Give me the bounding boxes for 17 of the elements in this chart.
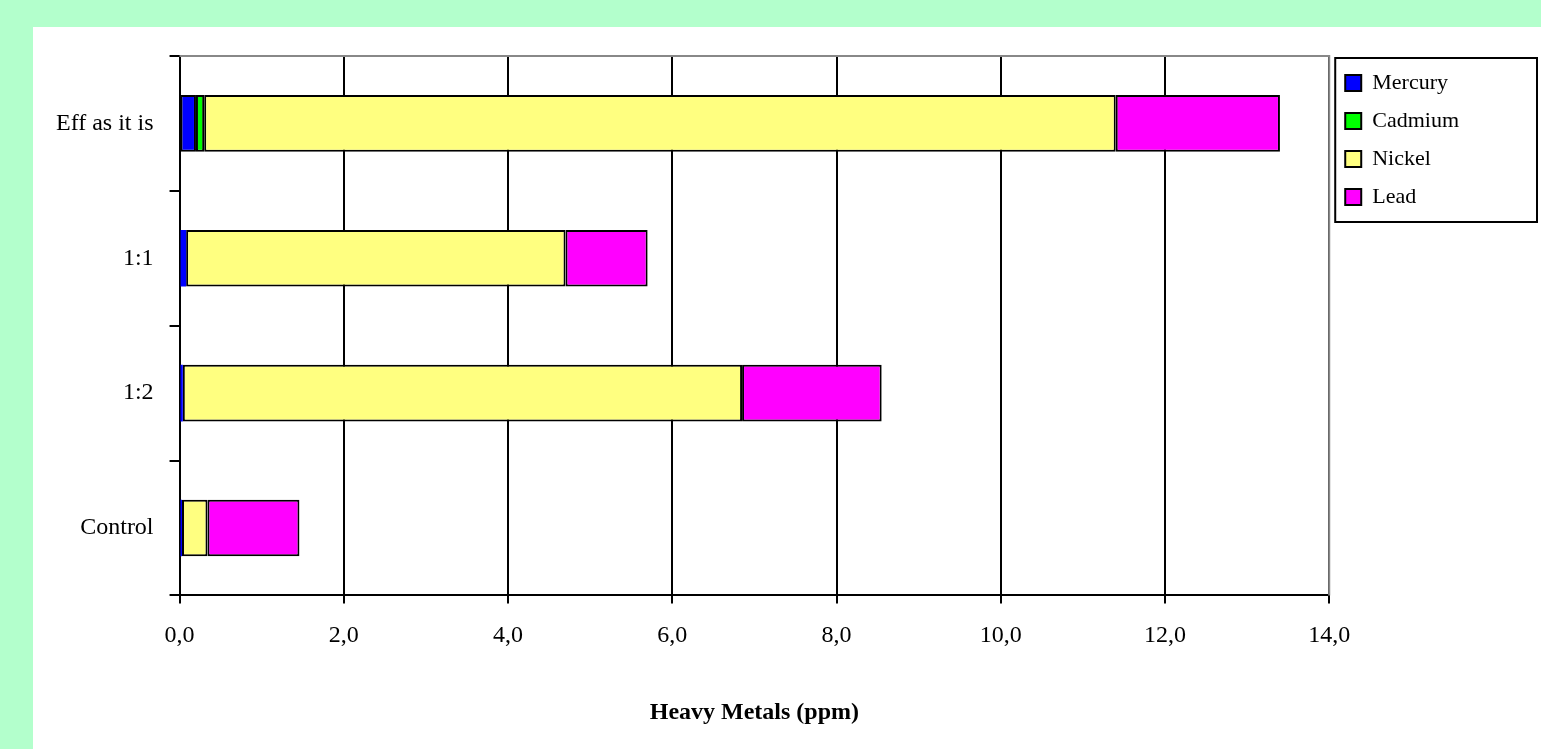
legend-label: Mercury bbox=[1372, 68, 1448, 94]
x-tick-label: 10,0 bbox=[979, 621, 1022, 648]
x-tick-label: 12,0 bbox=[1143, 621, 1186, 648]
x-tick-label: 6,0 bbox=[657, 621, 688, 648]
x-tick-label: 0,0 bbox=[164, 621, 195, 648]
y-tick-label: Control bbox=[80, 513, 154, 540]
y-tick-label: 1:2 bbox=[122, 378, 154, 405]
y-tick-label: Eff as it is bbox=[56, 108, 154, 135]
x-tick-label: 14,0 bbox=[1308, 621, 1351, 648]
legend-label: Lead bbox=[1372, 182, 1417, 208]
legend-label: Cadmium bbox=[1372, 106, 1460, 132]
x-tick-label: 8,0 bbox=[821, 621, 852, 648]
x-tick-label: 2,0 bbox=[328, 621, 359, 648]
y-tick-label: 1:1 bbox=[122, 243, 154, 270]
x-axis-title: Heavy Metals (ppm) bbox=[649, 697, 860, 724]
legend-label: Nickel bbox=[1372, 144, 1431, 170]
x-tick-label: 4,0 bbox=[493, 621, 524, 648]
